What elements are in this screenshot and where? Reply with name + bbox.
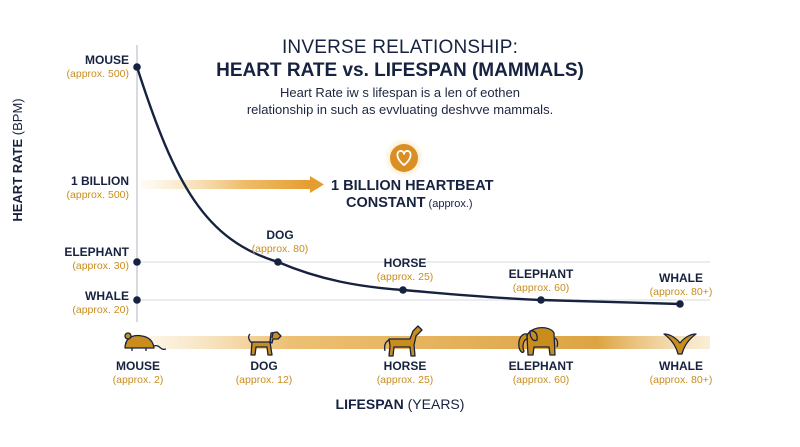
x-note-dog: (approx. 12) [236, 374, 293, 386]
point-label-horse: HORSE [384, 256, 427, 270]
elephant-icon [518, 327, 559, 356]
point-dog [274, 258, 282, 266]
chart-subtitle-line1: Heart Rate iw s lifespan is a len of eot… [280, 85, 520, 100]
point-whale [676, 300, 684, 308]
x-label-elephant: ELEPHANT [509, 359, 574, 373]
x-note-elephant: (approx. 60) [513, 374, 570, 386]
x-axis-title-unit: (YEARS) [403, 396, 465, 412]
y-note-elephant-2: (approx. 30) [72, 260, 129, 272]
mouse-icon [124, 332, 167, 351]
point-label-dog: DOG [266, 228, 293, 242]
point-note-horse: (approx. 25) [377, 271, 434, 283]
chart-title-line1: INVERSE RELATIONSHIP: [281, 37, 519, 58]
x-note-whale: (approx. 80+) [650, 374, 713, 386]
horse-icon [383, 325, 423, 357]
y-label-1-billion-1: 1 BILLION [71, 174, 129, 188]
heart-rate-curve [135, 66, 681, 306]
x-axis-labels: MOUSE(approx. 2)DOG(approx. 12)HORSE(app… [113, 359, 713, 386]
y-label-elephant-2: ELEPHANT [64, 245, 129, 259]
heart-icon [384, 138, 424, 178]
x-label-mouse: MOUSE [116, 359, 160, 373]
point-note-dog: (approx. 80) [252, 243, 309, 255]
x-note-mouse: (approx. 2) [113, 374, 164, 386]
dog-icon [248, 331, 282, 356]
y-axis-labels: MOUSE(approx. 500)1 BILLION(approx. 500)… [64, 53, 129, 316]
y-note-1-billion-1: (approx. 500) [67, 189, 129, 201]
y-label-whale-3: WHALE [85, 289, 129, 303]
constant-label-bold: CONSTANT [346, 195, 426, 211]
y-label-mouse-0: MOUSE [85, 53, 129, 67]
lifespan-band [150, 336, 710, 349]
y-note-whale-3: (approx. 20) [72, 304, 129, 316]
point-label-whale: WHALE [659, 271, 703, 285]
x-label-horse: HORSE [384, 359, 427, 373]
x-note-horse: (approx. 25) [377, 374, 434, 386]
x-axis-title-main: LIFESPAN [335, 396, 404, 412]
y-marker-elephant [133, 258, 141, 266]
chart-subtitle-line2: relationship in such as evvluating deshv… [246, 102, 554, 117]
point-note-whale: (approx. 80+) [650, 286, 713, 298]
chart-title-line2: HEART RATE vs. LIFESPAN (MAMMALS) [216, 60, 584, 81]
x-label-dog: DOG [250, 359, 277, 373]
x-axis-title: LIFESPAN (YEARS) [0, 396, 800, 412]
point-mouse [133, 63, 141, 71]
constant-label-note: (approx.) [425, 198, 472, 210]
point-note-elephant: (approx. 60) [513, 282, 570, 294]
point-label-elephant: ELEPHANT [509, 267, 574, 281]
x-label-whale: WHALE [659, 359, 703, 373]
whale-icon [663, 333, 697, 355]
point-horse [399, 286, 407, 294]
point-elephant [537, 296, 545, 304]
y-marker-whale [133, 296, 141, 304]
y-note-mouse-0: (approx. 500) [67, 68, 129, 80]
data-points [133, 63, 684, 308]
constant-label-line2: CONSTANT (approx.) [346, 195, 473, 211]
constant-arrow [140, 176, 324, 193]
point-labels: DOG(approx. 80) HORSE(approx. 25) ELEPHANT… [252, 228, 713, 298]
constant-label-line1: 1 BILLION HEARTBEAT [331, 178, 494, 194]
